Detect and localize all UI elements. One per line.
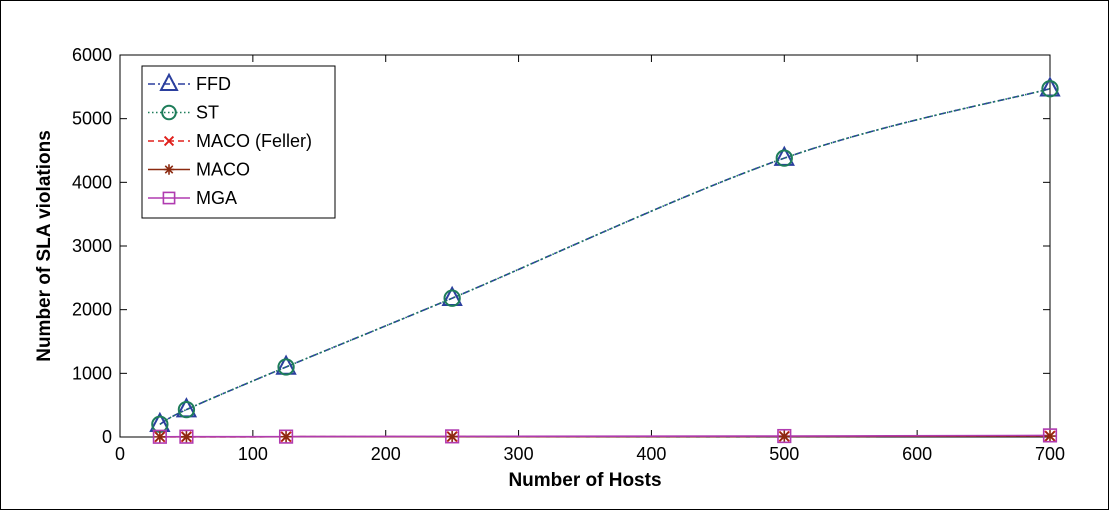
data-point-s4-4 bbox=[777, 428, 792, 444]
legend-marker-2 bbox=[163, 135, 175, 147]
data-point-s3-4 bbox=[778, 430, 791, 443]
y-axis-label: Number of SLA violations bbox=[34, 130, 55, 362]
x-tick-label: 200 bbox=[371, 444, 401, 464]
x-tick-label: 600 bbox=[902, 444, 932, 464]
y-tick-label: 1000 bbox=[72, 363, 112, 383]
legend-marker-3 bbox=[163, 164, 175, 175]
series-markers bbox=[149, 76, 1061, 444]
y-tick-label: 6000 bbox=[72, 45, 112, 65]
legend-marker-0 bbox=[159, 72, 179, 91]
y-tick-label: 0 bbox=[102, 427, 112, 447]
x-tick-label: 500 bbox=[769, 444, 799, 464]
data-point-s3-3 bbox=[446, 430, 458, 443]
y-tick-label: 3000 bbox=[72, 236, 112, 256]
legend-marker-4 bbox=[162, 191, 176, 205]
data-point-s4-2 bbox=[278, 429, 294, 444]
legend: FFD ST MACO (Feller) MACO MGA bbox=[141, 65, 336, 219]
data-point-s4-3 bbox=[445, 429, 460, 444]
legend-label-3: MACO bbox=[196, 160, 250, 180]
x-tick-label: 700 bbox=[1035, 444, 1065, 464]
y-tick-label: 5000 bbox=[72, 109, 112, 129]
data-point-s4-5 bbox=[1042, 428, 1058, 443]
x-tick-label: 100 bbox=[238, 444, 268, 464]
data-point-s4-1 bbox=[179, 429, 194, 444]
data-point-s3-1 bbox=[180, 430, 193, 443]
data-point-s1-1 bbox=[177, 400, 196, 419]
data-point-s3-0 bbox=[154, 431, 166, 443]
data-point-s1-4 bbox=[775, 149, 793, 167]
x-tick-label: 400 bbox=[636, 444, 666, 464]
data-point-s1-2 bbox=[277, 358, 295, 376]
data-point-s4-0 bbox=[152, 429, 167, 444]
legend-marker-1 bbox=[161, 104, 177, 121]
y-tick-label: 4000 bbox=[72, 172, 112, 192]
series-line-0 bbox=[159, 87, 1051, 425]
legend-label-4: MGA bbox=[196, 188, 237, 208]
data-point-s3-5 bbox=[1044, 430, 1056, 442]
y-tick-label: 2000 bbox=[72, 300, 112, 320]
data-point-s3-2 bbox=[280, 430, 292, 443]
x-tick-label: 300 bbox=[504, 444, 534, 464]
legend-label-2: MACO (Feller) bbox=[196, 131, 312, 151]
data-point-s1-5 bbox=[1041, 80, 1059, 98]
x-tick-label: 0 bbox=[115, 444, 125, 464]
legend-label-1: ST bbox=[196, 103, 219, 123]
legend-label-0: FFD bbox=[196, 74, 231, 94]
x-axis-label: Number of Hosts bbox=[508, 470, 661, 491]
axis-ticks: 0 100 200 300 400 500 600 700 0 1000 2000 3000 4000 5… bbox=[72, 45, 1065, 464]
data-point-s1-3 bbox=[443, 289, 461, 307]
